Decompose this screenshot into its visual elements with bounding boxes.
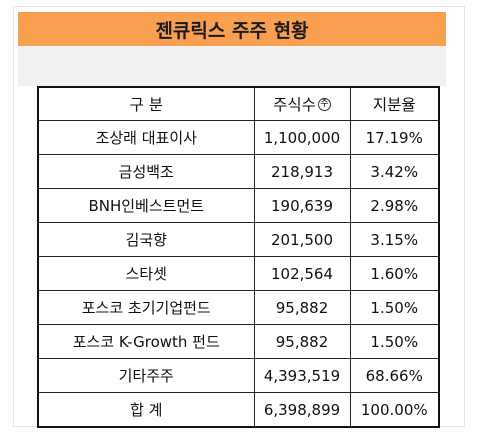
cell-shares: 102,564 xyxy=(253,256,351,291)
table-row: BNH인베스트먼트 190,639 2.98% xyxy=(37,188,440,223)
cell-shares: 95,882 xyxy=(253,290,351,325)
unit-badge: 주 xyxy=(317,98,331,111)
figure-title: 젠큐릭스 주주 현황 xyxy=(155,19,309,42)
table-row: 스타셋 102,564 1.60% xyxy=(37,256,440,291)
table-row: 기타주주 4,393,519 68.66% xyxy=(37,358,440,393)
cell-name: 스타셋 xyxy=(37,256,255,291)
cell-ratio: 1.50% xyxy=(349,324,440,359)
cell-name: 포스코 초기기업펀드 xyxy=(37,290,255,325)
cell-name: 조상래 대표이사 xyxy=(37,120,255,155)
header-category: 구 분 xyxy=(37,86,255,121)
table-row: 포스코 K-Growth 펀드 95,882 1.50% xyxy=(37,324,440,359)
table-row: 김국향 201,500 3.15% xyxy=(37,222,440,257)
table-row: 조상래 대표이사 1,100,000 17.19% xyxy=(37,120,440,155)
cell-shares: 1,100,000 xyxy=(253,120,351,155)
cell-name: 김국향 xyxy=(37,222,255,257)
header-band xyxy=(18,46,446,86)
header-shares: 주식수 주 xyxy=(253,86,351,121)
cell-ratio: 1.50% xyxy=(349,290,440,325)
cell-name: 포스코 K-Growth 펀드 xyxy=(37,324,255,359)
total-shares: 6,398,899 xyxy=(253,392,351,428)
table-header-row: 구 분 주식수 주 지분율 xyxy=(37,86,440,121)
cell-ratio: 17.19% xyxy=(349,120,440,155)
table-row: 포스코 초기기업펀드 95,882 1.50% xyxy=(37,290,440,325)
cell-shares: 201,500 xyxy=(253,222,351,257)
cell-ratio: 2.98% xyxy=(349,188,440,223)
cell-ratio: 3.42% xyxy=(349,154,440,189)
cell-ratio: 3.15% xyxy=(349,222,440,257)
cell-name: 금성백조 xyxy=(37,154,255,189)
title-bar: 젠큐릭스 주주 현황 xyxy=(18,12,446,46)
total-ratio: 100.00% xyxy=(349,392,440,428)
total-label: 합 계 xyxy=(37,392,255,428)
cell-shares: 4,393,519 xyxy=(253,358,351,393)
header-ratio: 지분율 xyxy=(349,86,440,121)
cell-name: 기타주주 xyxy=(37,358,255,393)
cell-shares: 218,913 xyxy=(253,154,351,189)
table-total-row: 합 계 6,398,899 100.00% xyxy=(37,392,440,428)
cell-ratio: 1.60% xyxy=(349,256,440,291)
shareholder-table: 구 분 주식수 주 지분율 조상래 대표이사 1,100,000 17.19% 금… xyxy=(37,86,440,428)
cell-shares: 95,882 xyxy=(253,324,351,359)
table-row: 금성백조 218,913 3.42% xyxy=(37,154,440,189)
cell-ratio: 68.66% xyxy=(349,358,440,393)
cell-shares: 190,639 xyxy=(253,188,351,223)
cell-name: BNH인베스트먼트 xyxy=(37,188,255,223)
